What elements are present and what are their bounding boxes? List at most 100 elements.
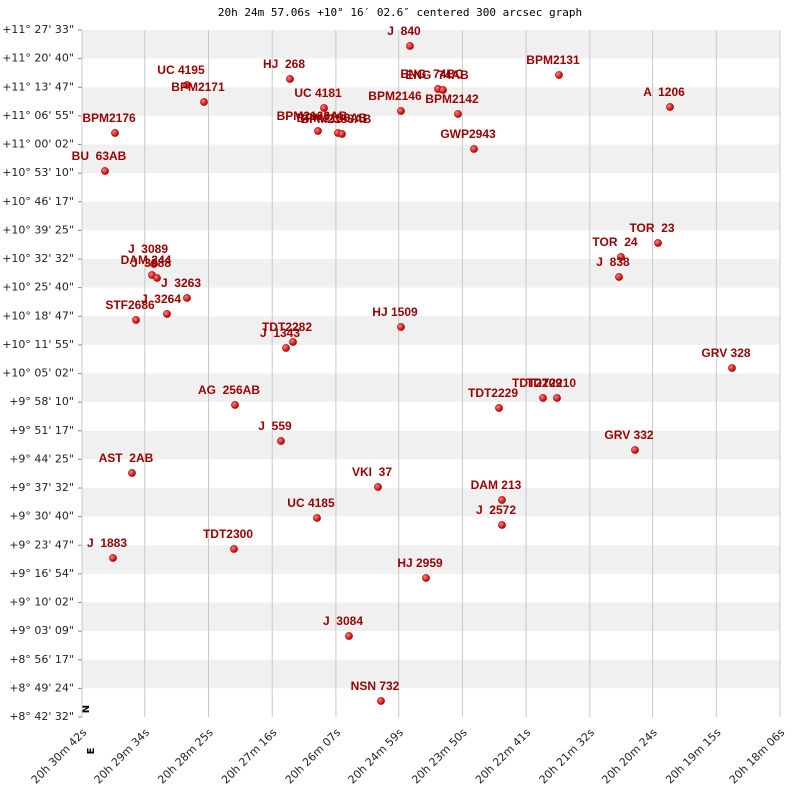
star-point xyxy=(631,446,639,454)
y-tick-label: +11° 06' 55" xyxy=(2,109,74,122)
y-tick-label: +11° 20' 40" xyxy=(2,52,74,65)
grid-band xyxy=(82,344,780,374)
grid-band xyxy=(82,87,780,116)
star-point xyxy=(150,260,158,268)
star-label: BPM2176 xyxy=(82,111,136,125)
star-point xyxy=(617,253,625,261)
grid-band xyxy=(82,573,780,603)
y-tick-label: +11° 13' 47" xyxy=(2,80,74,93)
star-point xyxy=(553,394,561,402)
star-label: BPM2131 xyxy=(526,53,580,67)
star-point xyxy=(200,98,208,106)
star-point xyxy=(555,71,563,79)
star-point xyxy=(615,273,623,281)
star-label: BPM2156AB xyxy=(297,111,368,125)
star-point xyxy=(439,86,447,94)
grid-band xyxy=(82,545,780,574)
star-label: J 559 xyxy=(258,419,292,433)
star-label: TDT2229 xyxy=(468,386,518,400)
star-label: DAM 213 xyxy=(471,478,522,492)
star-point xyxy=(230,545,238,553)
compass-north: N xyxy=(81,705,92,713)
y-tick-label: +10° 39' 25" xyxy=(2,223,74,236)
grid-band xyxy=(82,402,780,431)
y-tick-label: +10° 53' 10" xyxy=(2,166,74,179)
star-point xyxy=(539,394,547,402)
star-point xyxy=(422,574,430,582)
compass-east: E xyxy=(86,747,97,754)
star-point xyxy=(313,514,321,522)
star-point xyxy=(277,437,285,445)
star-point xyxy=(111,129,119,137)
star-point xyxy=(666,103,674,111)
y-tick-label: +9° 58' 10" xyxy=(9,395,74,408)
x-tick-label: 20h 19m 15s xyxy=(663,726,724,787)
x-tick-label: 20h 21m 32s xyxy=(537,726,598,787)
star-label: GWP2943 xyxy=(440,127,496,141)
star-label: STF2686 xyxy=(105,298,155,312)
star-label: ENG 74BC xyxy=(400,67,464,81)
star-label: ENG 74AB xyxy=(405,68,469,82)
y-tick-label: +8° 56' 17" xyxy=(9,653,74,666)
y-tick-label: +9° 03' 09" xyxy=(9,624,74,637)
star-point xyxy=(397,107,405,115)
grid-band xyxy=(82,430,780,460)
y-tick-label: +8° 49' 24" xyxy=(9,681,74,694)
y-tick-label: +9° 44' 25" xyxy=(9,452,74,465)
y-tick-label: +10° 32' 32" xyxy=(2,252,74,265)
x-tick-label: 20h 22m 41s xyxy=(473,726,534,787)
star-label: J 3263 xyxy=(161,276,201,290)
star-label: J 2572 xyxy=(476,503,516,517)
star-label: BPM2142 xyxy=(425,92,479,106)
grid-band xyxy=(82,488,780,517)
star-point xyxy=(374,483,382,491)
star-point xyxy=(109,554,117,562)
star-label: HJ 268 xyxy=(263,57,305,71)
star-label: TOR 23 xyxy=(629,221,674,235)
star-label: AST 2AB xyxy=(99,451,154,465)
star-label: J 838 xyxy=(596,255,630,269)
star-label: J 3088 xyxy=(131,256,171,270)
star-label: J 3089 xyxy=(128,242,168,256)
grid-band xyxy=(82,173,780,202)
x-tick-label: 20h 20m 24s xyxy=(599,726,660,787)
star-label: J 1343 xyxy=(260,326,300,340)
y-tick-label: +10° 18' 47" xyxy=(2,309,74,322)
star-point xyxy=(153,274,161,282)
star-point xyxy=(345,632,353,640)
star-label: AG 256AB xyxy=(198,383,260,397)
y-tick-label: +9° 16' 54" xyxy=(9,567,74,580)
grid-band xyxy=(82,631,780,660)
grid-band xyxy=(82,373,780,403)
star-label: BPM2171 xyxy=(171,80,225,94)
star-label: TDT2300 xyxy=(203,527,253,541)
grid-band xyxy=(82,144,780,174)
star-point xyxy=(314,127,322,135)
star-point xyxy=(183,81,191,89)
y-tick-label: +10° 25' 40" xyxy=(2,281,74,294)
x-tick-label: 20h 27m 16s xyxy=(219,726,280,787)
y-tick-label: +9° 37' 32" xyxy=(9,481,74,494)
x-tick-label: 20h 29m 34s xyxy=(92,726,153,787)
star-point xyxy=(498,496,506,504)
star-label: UC 4185 xyxy=(287,496,335,510)
star-point xyxy=(101,167,109,175)
star-point xyxy=(654,239,662,247)
x-tick-label: 20h 23m 50s xyxy=(409,726,470,787)
star-label: GRV 328 xyxy=(701,346,750,360)
grid-band xyxy=(82,659,780,689)
y-tick-label: +10° 11' 55" xyxy=(2,338,74,351)
star-point xyxy=(470,145,478,153)
y-tick-label: +10° 05' 02" xyxy=(2,367,74,380)
star-label: VKI 37 xyxy=(352,465,392,479)
grid-band xyxy=(82,287,780,317)
star-label: TDT2282 xyxy=(262,320,312,334)
y-tick-label: +8° 42' 32" xyxy=(9,710,74,723)
star-point xyxy=(498,521,506,529)
grid-band xyxy=(82,230,780,260)
star-point xyxy=(377,697,385,705)
y-tick-label: +10° 46' 17" xyxy=(2,195,74,208)
star-point xyxy=(338,130,346,138)
star-label: GRV 332 xyxy=(604,428,653,442)
